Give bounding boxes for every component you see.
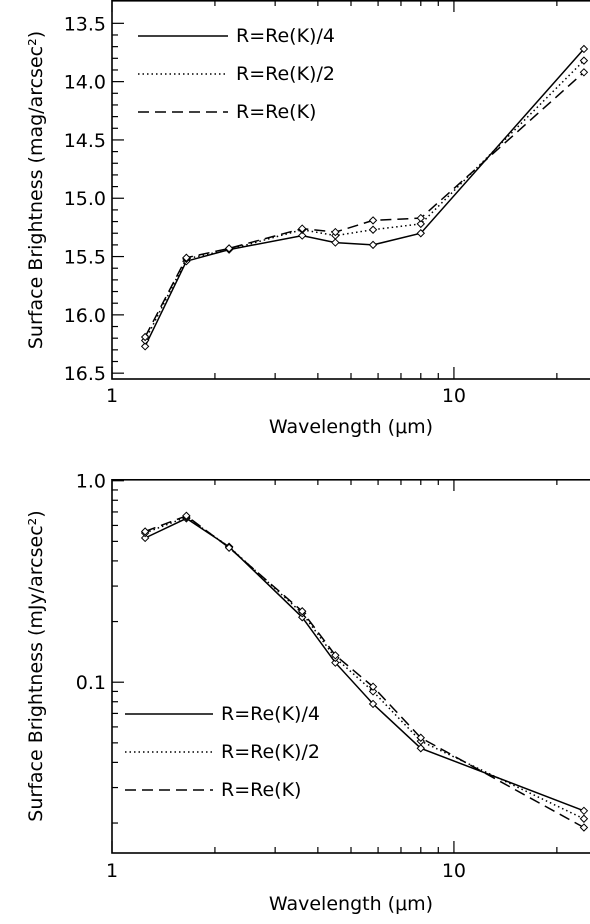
y-tick-label: 16.5 <box>64 363 106 385</box>
data-point <box>331 658 340 667</box>
data-point <box>368 682 378 691</box>
x-axis-label: Wavelength (μm) <box>269 416 433 438</box>
x-tick-label: 10 <box>442 860 466 882</box>
chart-panel-1: 1 10 13.5 14.0 14.5 15.0 15.5 16.0 16.5 Wavelengt… <box>25 0 590 438</box>
data-point <box>368 687 378 696</box>
y-tick-label: 14.0 <box>64 72 106 94</box>
x-tick-label: 10 <box>442 385 466 407</box>
data-point <box>140 527 150 536</box>
y-tick-label: 0.1 <box>76 672 106 694</box>
plot-frame <box>111 478 590 854</box>
data-point <box>298 607 307 616</box>
legend-label-3: R=Re(K) <box>221 779 301 801</box>
y-tick-label: 15.0 <box>64 188 106 210</box>
legend-label-1: R=Re(K)/4 <box>236 25 335 47</box>
series-line-2 <box>144 516 585 820</box>
data-point <box>579 823 589 832</box>
legend-label-2: R=Re(K)/2 <box>221 741 320 763</box>
data-point <box>224 543 234 552</box>
series-line-1 <box>144 517 585 812</box>
data-point <box>368 216 378 225</box>
data-point <box>416 229 426 238</box>
data-point <box>140 342 150 351</box>
data-point <box>331 227 340 237</box>
data-point <box>224 244 234 253</box>
y-tick-label: 1.0 <box>76 471 106 493</box>
data-point <box>579 806 589 816</box>
legend-label-1: R=Re(K)/4 <box>221 703 320 725</box>
legend-label-3: R=Re(K) <box>236 101 316 123</box>
data-point <box>416 744 426 753</box>
plot-frame <box>111 0 590 380</box>
data-point <box>368 240 378 250</box>
data-point <box>140 533 150 543</box>
data-point <box>416 213 426 223</box>
chart-panel-2: 1 10 1.0 0.1 Wavelength (μm) Surface Brightne… <box>25 471 590 915</box>
x-axis-label: Wavelength (μm) <box>269 893 433 915</box>
legend-label-2: R=Re(K)/2 <box>236 63 335 85</box>
y-tick-label: 13.5 <box>64 13 106 35</box>
data-point <box>416 733 426 742</box>
legend: R=Re(K)/4 R=Re(K)/2 R=Re(K) <box>138 25 335 123</box>
x-tick-label: 1 <box>106 860 118 882</box>
data-point <box>579 56 589 65</box>
legend: R=Re(K)/4 R=Re(K)/2 R=Re(K) <box>125 703 320 801</box>
data-point <box>368 699 378 709</box>
y-tick-label: 14.5 <box>64 130 106 152</box>
y-tick-label: 16.0 <box>64 305 106 327</box>
data-point <box>579 44 589 54</box>
series-line-1 <box>144 48 585 347</box>
series-line-3 <box>144 71 585 338</box>
data-point <box>140 332 150 342</box>
data-point <box>579 814 589 823</box>
data-point <box>416 219 426 229</box>
x-tick-label: 1 <box>106 385 118 407</box>
data-point <box>298 224 307 233</box>
data-point <box>298 231 307 240</box>
data-point <box>182 511 191 520</box>
data-point <box>182 253 191 262</box>
y-tick-label: 15.5 <box>64 247 106 269</box>
series-line-3 <box>144 514 585 829</box>
data-point <box>331 238 340 247</box>
y-axis-label: Surface Brightness (mJy/arcsec²) <box>25 510 47 821</box>
series-line-2 <box>144 60 585 341</box>
data-point <box>368 225 378 234</box>
data-point <box>579 68 589 77</box>
y-axis-label: Surface Brightness (mag/arcsec²) <box>25 31 47 349</box>
data-point <box>331 651 340 660</box>
